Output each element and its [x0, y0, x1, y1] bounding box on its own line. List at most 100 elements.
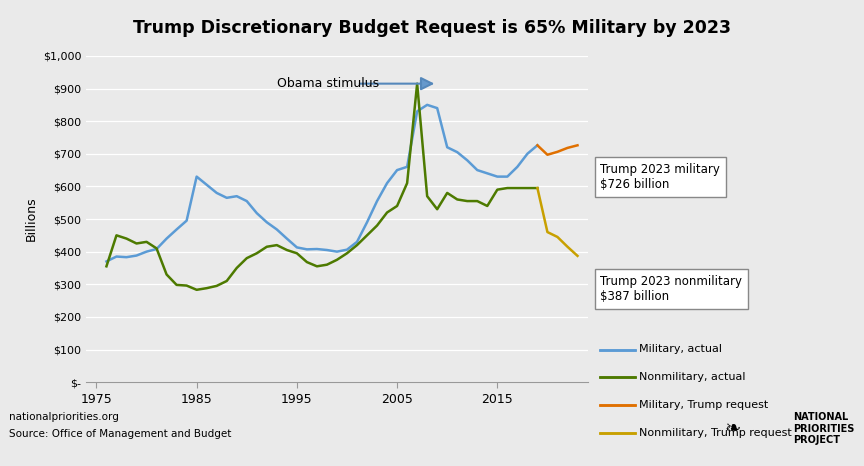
- Nonmilitary, actual: [251, 251, 262, 256]
- Military, actual: [532, 143, 543, 148]
- Nonmilitary, actual: [131, 240, 142, 246]
- Military, actual: [151, 246, 162, 252]
- Nonmilitary, actual: [221, 278, 232, 284]
- Nonmilitary, actual: [212, 283, 222, 288]
- Military, actual: [232, 193, 242, 199]
- Military, actual: [492, 174, 503, 179]
- Nonmilitary, Trump request: [552, 234, 562, 240]
- Nonmilitary, Trump request: [562, 244, 573, 250]
- Military, actual: [302, 247, 312, 252]
- Nonmilitary, Trump request: [572, 253, 582, 259]
- Military, actual: [242, 199, 252, 204]
- Text: ❧: ❧: [724, 419, 740, 438]
- Military, actual: [522, 151, 532, 157]
- Nonmilitary, actual: [472, 199, 482, 204]
- Military, actual: [412, 109, 422, 114]
- Military, actual: [251, 210, 262, 216]
- Nonmilitary, Trump request: [543, 229, 553, 235]
- Nonmilitary, actual: [522, 185, 532, 191]
- Military, actual: [432, 105, 442, 111]
- Nonmilitary, actual: [162, 272, 172, 277]
- Military, actual: [472, 167, 482, 173]
- Military, actual: [372, 199, 382, 204]
- Nonmilitary, actual: [412, 81, 422, 87]
- Military, actual: [221, 195, 232, 200]
- Nonmilitary, actual: [422, 193, 432, 199]
- Nonmilitary, actual: [342, 251, 353, 256]
- Nonmilitary, actual: [192, 287, 202, 293]
- Nonmilitary, actual: [262, 244, 272, 250]
- Military, actual: [192, 174, 202, 179]
- Nonmilitary, actual: [492, 187, 503, 192]
- Nonmilitary, actual: [111, 233, 122, 238]
- Text: Source: Office of Management and Budget: Source: Office of Management and Budget: [9, 429, 231, 439]
- Nonmilitary, actual: [151, 246, 162, 251]
- Military, actual: [422, 102, 432, 108]
- Nonmilitary, actual: [432, 206, 442, 212]
- Military, Trump request: [562, 145, 573, 151]
- Nonmilitary, actual: [282, 247, 292, 253]
- Nonmilitary, actual: [312, 264, 322, 269]
- Military, actual: [282, 236, 292, 241]
- Nonmilitary, actual: [332, 257, 342, 263]
- Military, actual: [262, 219, 272, 225]
- Military, actual: [502, 174, 512, 179]
- Military, actual: [181, 218, 192, 224]
- Military, actual: [362, 219, 372, 225]
- Nonmilitary, actual: [121, 236, 131, 241]
- Military, actual: [121, 254, 131, 260]
- Nonmilitary, actual: [512, 185, 523, 191]
- Text: Nonmilitary, actual: Nonmilitary, actual: [639, 372, 746, 383]
- Nonmilitary, actual: [482, 203, 492, 209]
- Text: Obama stimulus: Obama stimulus: [276, 77, 379, 90]
- Military, Trump request: [543, 152, 553, 158]
- Military, actual: [201, 182, 212, 187]
- Nonmilitary, actual: [392, 203, 403, 209]
- Nonmilitary, actual: [321, 262, 332, 267]
- Military, Trump request: [532, 143, 543, 148]
- Nonmilitary, actual: [382, 210, 392, 215]
- Y-axis label: Billions: Billions: [24, 197, 37, 241]
- Text: Trump 2023 military
$726 billion: Trump 2023 military $726 billion: [600, 163, 721, 191]
- Military, actual: [482, 171, 492, 176]
- Text: Military, Trump request: Military, Trump request: [639, 400, 769, 411]
- Military, actual: [271, 226, 282, 232]
- Nonmilitary, Trump request: [532, 185, 543, 191]
- Line: Nonmilitary, actual: Nonmilitary, actual: [106, 84, 537, 290]
- Military, actual: [392, 167, 403, 173]
- Nonmilitary, actual: [232, 265, 242, 271]
- Military, actual: [352, 239, 362, 245]
- Nonmilitary, actual: [452, 197, 462, 202]
- Nonmilitary, actual: [242, 255, 252, 261]
- Nonmilitary, actual: [201, 285, 212, 291]
- Nonmilitary, actual: [462, 199, 473, 204]
- Military, actual: [292, 245, 302, 250]
- Military, actual: [142, 249, 152, 254]
- Military, actual: [332, 249, 342, 254]
- Military, Trump request: [552, 149, 562, 155]
- Military, actual: [342, 247, 353, 253]
- Nonmilitary, actual: [302, 259, 312, 265]
- Nonmilitary, actual: [532, 185, 543, 191]
- Nonmilitary, actual: [372, 223, 382, 228]
- Nonmilitary, actual: [402, 180, 412, 186]
- Military, actual: [162, 236, 172, 241]
- Text: nationalpriorities.org: nationalpriorities.org: [9, 412, 118, 422]
- Nonmilitary, actual: [362, 233, 372, 238]
- Military, actual: [101, 259, 111, 264]
- Text: Military, actual: Military, actual: [639, 344, 722, 355]
- Text: NATIONAL
PRIORITIES
PROJECT: NATIONAL PRIORITIES PROJECT: [793, 412, 854, 445]
- Military, actual: [312, 246, 322, 252]
- Text: Trump Discretionary Budget Request is 65% Military by 2023: Trump Discretionary Budget Request is 65…: [133, 19, 731, 37]
- Military, actual: [212, 190, 222, 196]
- Line: Military, Trump request: Military, Trump request: [537, 145, 577, 155]
- Military, Trump request: [572, 143, 582, 148]
- Nonmilitary, actual: [181, 283, 192, 288]
- Nonmilitary, actual: [101, 264, 111, 269]
- Military, actual: [382, 180, 392, 186]
- Military, actual: [462, 158, 473, 163]
- Text: Trump 2023 nonmilitary
$387 billion: Trump 2023 nonmilitary $387 billion: [600, 275, 742, 303]
- Nonmilitary, actual: [142, 239, 152, 245]
- Nonmilitary, actual: [442, 190, 453, 196]
- Military, actual: [452, 149, 462, 155]
